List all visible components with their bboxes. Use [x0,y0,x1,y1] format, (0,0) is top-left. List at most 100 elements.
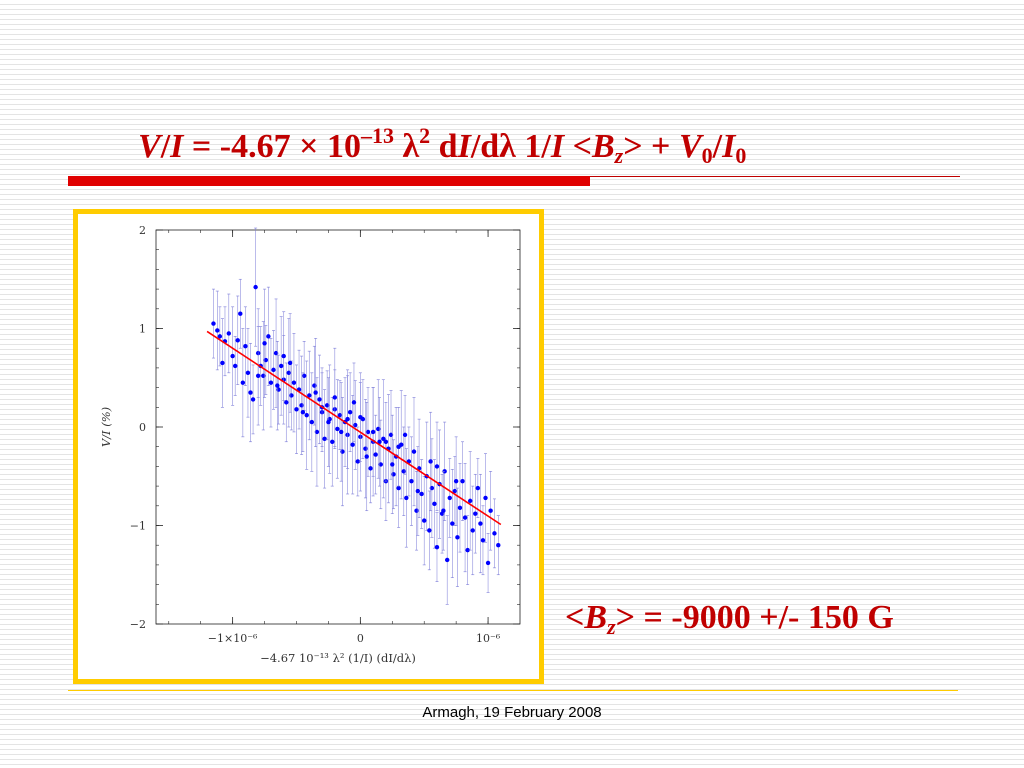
slide-title: V/I = -4.67 × 10–13 λ2 dI/dλ 1/I <Bz> + … [138,122,938,172]
title-part: /dλ 1/ [470,128,551,165]
data-point [235,338,240,343]
data-point [284,400,289,405]
title-part: I [550,128,565,165]
data-point [355,459,360,464]
data-point [322,436,327,442]
data-point [422,518,427,523]
data-point [230,353,235,359]
data-point [317,397,322,402]
data-point [250,397,256,402]
data-point [304,412,309,418]
data-point [220,360,225,366]
data-point [215,328,220,333]
data-point [364,454,369,459]
data-point [326,419,331,425]
data-point [262,341,267,346]
data-point [338,429,344,435]
data-point [428,459,433,464]
result-part: z [607,614,616,639]
x-tick-label: 10⁻⁶ [476,632,501,645]
y-tick-label: 0 [139,421,146,434]
y-tick-label: 2 [139,224,146,237]
result-part: B [584,599,608,636]
title-part: < [564,128,592,165]
data-point [243,344,248,349]
y-axis-label: V/I (%) [99,407,113,447]
data-point [268,380,274,385]
data-point [287,360,293,366]
data-point [253,284,258,290]
data-point [226,331,231,336]
data-point [278,363,284,369]
data-point [462,515,468,520]
title-part: × [299,128,319,165]
data-point [396,485,401,491]
data-point [402,432,408,438]
data-point [478,521,483,526]
data-point [383,439,389,444]
title-part: I [457,128,471,165]
data-point [217,334,223,339]
data-point [335,426,340,432]
data-point [245,370,251,376]
data-point [488,508,493,513]
data-point [447,495,452,501]
data-point [427,528,432,533]
data-point [473,511,478,516]
title-part: V [138,128,161,165]
data-point [368,466,373,471]
data-point [434,464,440,469]
footer-rule [68,690,958,691]
data-point [492,531,497,536]
data-point [373,452,378,457]
chart-frame: −2 −1 0 1 2 −1×10⁻⁶ 0 10⁻⁶ −4.67 10⁻¹³ λ² (1/I) … [73,209,544,684]
data-point [232,363,238,369]
title-part: 0 [735,143,747,168]
data-point [485,560,491,566]
title-part: 2 [419,123,431,148]
title-part: λ [393,128,420,165]
data-point [390,462,395,467]
data-point [347,410,353,415]
data-point [345,416,350,422]
data-point [377,439,382,444]
data-point [281,353,286,359]
data-point [294,407,299,412]
data-point [460,478,465,484]
title-underline-bar [68,176,590,186]
title-part: / [160,128,171,165]
data-point [419,491,424,497]
data-point [480,538,486,543]
data-point [470,528,475,533]
data-point [238,311,243,316]
y-tick-label: 1 [139,323,146,336]
data-point [496,543,501,548]
title-part: / [712,128,723,165]
data-point [332,395,338,400]
data-point [457,505,463,510]
data-point [307,393,312,398]
title-part: > + [623,128,679,165]
title-part: 0 [701,143,713,168]
data-point [313,390,318,395]
title-part: z [614,143,624,168]
data-point [404,495,409,501]
data-point [434,544,440,550]
data-point [415,488,421,494]
data-point [350,442,355,447]
x-axis-label: −4.67 10⁻¹³ λ² (1/I) (dI/dλ) [260,651,416,665]
result-part: > = -9000 +/- 150 G [615,599,894,636]
result-part: < [565,599,585,636]
data-point [248,390,253,395]
data-point [432,501,437,507]
data-point [240,380,246,385]
data-point [255,373,261,378]
data-point [465,547,470,553]
title-part: = -4.67 [183,128,300,165]
data-point [475,485,481,491]
data-point [309,419,315,425]
x-tick-label: −1×10⁻⁶ [208,632,258,645]
title-part: I [722,128,736,165]
fit-line [206,330,502,526]
data-point [330,439,335,444]
